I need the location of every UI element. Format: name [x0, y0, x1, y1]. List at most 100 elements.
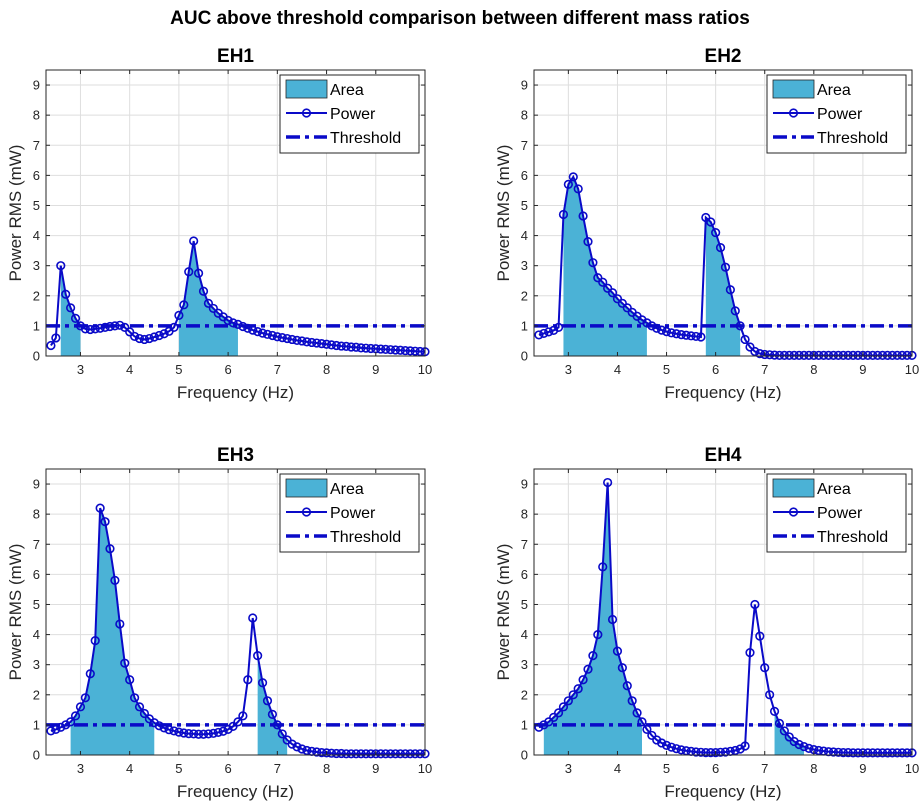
power-point [868, 748, 878, 758]
power-point [292, 742, 302, 752]
power-point [740, 741, 750, 751]
power-point [774, 718, 785, 728]
y-tick-label: 5 [521, 198, 528, 213]
panel-eh1: 3 4 5 6 7 8 9 10 0 1 2 3 4 5 6 7 8 9 Area Power Threshold EH… [6, 46, 432, 402]
power-point [174, 310, 184, 320]
power-point [385, 345, 396, 355]
y-tick-label: 6 [33, 168, 40, 183]
power-point [882, 350, 893, 360]
power-point [361, 749, 371, 759]
power-point [740, 334, 750, 345]
x-tick-label: 10 [905, 761, 919, 776]
power-point [657, 325, 667, 335]
x-tick-label: 5 [175, 761, 182, 776]
power-point [248, 613, 258, 623]
power-point [593, 273, 603, 283]
legend-area-swatch [772, 79, 815, 99]
y-tick-label: 2 [521, 288, 528, 303]
power-point [779, 350, 789, 360]
x-axis-label: Frequency (Hz) [664, 782, 781, 801]
power-point [262, 329, 273, 339]
power-point [376, 344, 386, 354]
y-tick-label: 6 [33, 567, 40, 582]
power-point [588, 258, 598, 268]
x-tick-label: 10 [418, 761, 432, 776]
power-point [598, 562, 608, 572]
x-axis-label: Frequency (Hz) [177, 782, 294, 801]
power-point [652, 323, 662, 333]
power-point [267, 709, 278, 719]
x-tick-label: 7 [761, 362, 768, 377]
legend-label-power: Power [817, 106, 863, 123]
power-point [287, 739, 297, 749]
y-tick-label: 3 [521, 258, 528, 273]
power-point [56, 722, 66, 732]
plot-area: 3 4 5 6 7 8 9 10 0 1 2 3 4 5 6 7 8 9 Area Power Threshold [33, 69, 432, 377]
y-tick-label: 7 [33, 138, 40, 153]
y-tick-label: 1 [33, 717, 40, 732]
power-point [897, 748, 907, 758]
power-point [647, 321, 657, 331]
power-point [125, 327, 135, 337]
power-point [233, 717, 243, 727]
power-point [691, 747, 701, 757]
y-tick-label: 4 [521, 627, 528, 642]
power-point [647, 730, 657, 741]
power-point [208, 728, 218, 738]
power-point [868, 350, 878, 360]
power-point [745, 648, 755, 658]
power-point [134, 333, 145, 344]
power-point [848, 748, 858, 758]
power-point [390, 345, 401, 355]
power-point [184, 267, 194, 277]
power-point [661, 740, 672, 750]
power-point [853, 748, 863, 758]
legend-label-area: Area [817, 82, 851, 99]
legend-label-power: Power [330, 505, 376, 522]
power-point [578, 211, 588, 221]
power-point [189, 729, 199, 739]
power-point [819, 350, 829, 360]
power-point [799, 350, 809, 360]
legend-power-marker [301, 108, 312, 118]
power-point [563, 696, 573, 706]
power-point [715, 243, 726, 253]
power-point [405, 346, 415, 356]
power-point [321, 748, 332, 758]
power-point [203, 298, 214, 308]
power-point [691, 331, 701, 342]
power-point [804, 743, 814, 753]
power-point [696, 747, 706, 757]
power-point [203, 729, 214, 739]
power-point [120, 658, 130, 668]
power-point [617, 298, 627, 308]
power-point [277, 729, 287, 739]
power-point [887, 350, 897, 360]
y-tick-label: 5 [521, 597, 528, 612]
power-point [902, 350, 912, 360]
y-tick-label: 2 [521, 687, 528, 702]
power-point [760, 663, 770, 673]
power-point [341, 341, 351, 351]
power-point [174, 727, 184, 737]
power-point [154, 330, 164, 341]
power-point [198, 286, 209, 296]
plot-area: 3 4 5 6 7 8 9 10 0 1 2 3 4 5 6 7 8 9 Area Power Threshold [521, 69, 919, 377]
panel-title: EH1 [217, 46, 254, 67]
power-point [765, 350, 775, 360]
power-point [125, 675, 135, 685]
x-tick-label: 7 [274, 761, 281, 776]
x-tick-label: 8 [323, 362, 330, 377]
power-point [779, 726, 789, 736]
power-point [381, 749, 391, 759]
x-tick-label: 4 [126, 362, 133, 377]
legend-power-marker [788, 108, 799, 118]
x-tick-label: 10 [905, 362, 919, 377]
power-point [415, 346, 425, 357]
power-point [549, 712, 559, 722]
y-tick-label: 8 [521, 507, 528, 522]
x-tick-label: 3 [565, 761, 572, 776]
power-point [671, 744, 681, 754]
power-point [90, 324, 100, 334]
power-point [297, 336, 307, 346]
